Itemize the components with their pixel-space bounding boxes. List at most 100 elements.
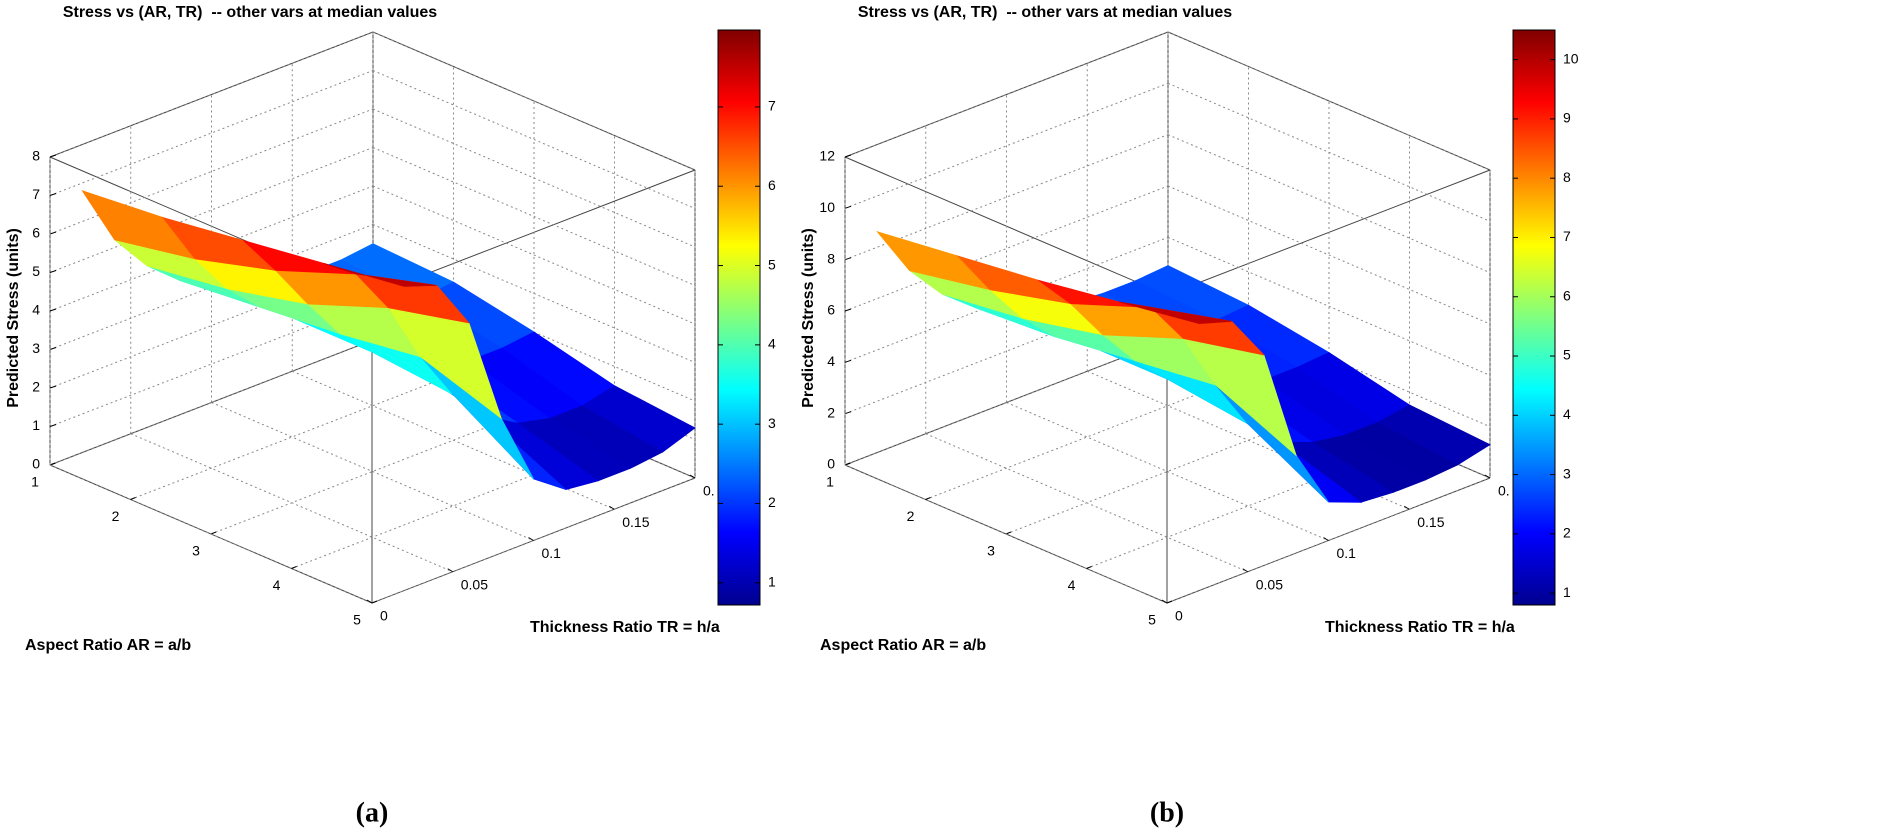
x-axis-label: Aspect Ratio AR = a/b <box>820 637 986 654</box>
z-tick-label: 0 <box>32 456 40 472</box>
y-tick-label: 0. <box>1498 483 1510 499</box>
x-tick-label: 1 <box>826 474 834 490</box>
x-tick-label: 4 <box>1068 577 1076 593</box>
z-tick-label: 10 <box>819 199 835 215</box>
z-tick <box>49 347 57 350</box>
x-tick-label: 3 <box>987 543 995 559</box>
z-tick <box>844 205 852 209</box>
z-tick-label: 12 <box>819 148 835 164</box>
y-tick-label: 0.15 <box>622 514 649 530</box>
z-tick <box>844 359 852 363</box>
x-tick-label: 4 <box>273 577 281 593</box>
grid-line <box>372 147 696 286</box>
chart-title: Stress vs (AR, TR) -- other vars at medi… <box>858 4 1232 21</box>
z-tick <box>844 154 852 158</box>
z-tick-label: 6 <box>827 302 835 318</box>
z-tick-label: 0 <box>827 456 835 472</box>
y-tick <box>528 537 534 541</box>
surface-patch <box>323 263 437 287</box>
x-tick-label: 3 <box>192 543 200 559</box>
z-axis-label: Predicted Stress (units) <box>800 228 817 408</box>
grid-line <box>372 31 696 171</box>
x-tick <box>291 566 297 569</box>
colorbar-tick-label: 9 <box>1563 110 1571 126</box>
colorbar-tick-label: 4 <box>1563 406 1571 422</box>
x-tick <box>1086 566 1092 569</box>
colorbar-tick-label: 7 <box>1563 228 1571 244</box>
grid-line <box>1006 402 1329 541</box>
x-tick <box>1005 531 1012 535</box>
z-tick <box>49 231 57 235</box>
y-tick-label: 0.05 <box>1256 576 1283 592</box>
y-tick-label: 0. <box>703 483 715 499</box>
z-axis-label: Predicted Stress (units) <box>5 228 22 408</box>
x-tick <box>130 497 136 500</box>
colorbar <box>1512 29 1556 606</box>
surface-patch <box>1118 301 1232 324</box>
chart-title: Stress vs (AR, TR) -- other vars at medi… <box>63 4 437 21</box>
y-tick <box>608 505 615 510</box>
z-tick <box>49 385 57 389</box>
grid-line <box>925 433 1248 573</box>
z-tick <box>49 308 57 312</box>
x-tick <box>210 531 217 535</box>
colorbar-tick-label: 3 <box>768 415 776 431</box>
x-tick <box>371 600 378 604</box>
z-tick <box>49 154 57 158</box>
y-axis-label: Thickness Ratio TR = h/a <box>1325 619 1515 636</box>
colorbar-tick-label: 10 <box>1563 50 1579 66</box>
colorbar-tick-label: 6 <box>768 177 776 193</box>
colorbar-tick-label: 7 <box>768 98 776 114</box>
z-tick-label: 4 <box>827 353 835 369</box>
y-tick <box>1242 568 1249 573</box>
box-edge <box>49 31 374 158</box>
y-tick <box>1484 474 1491 479</box>
colorbar-tick-label: 2 <box>768 494 776 510</box>
z-tick <box>49 193 57 196</box>
colorbar-tick-label: 1 <box>768 573 776 589</box>
x-tick-label: 5 <box>1148 612 1156 628</box>
colorbar-tick-label: 2 <box>1563 525 1571 541</box>
z-tick <box>844 308 852 312</box>
z-tick <box>49 424 57 427</box>
grid-line <box>844 464 1168 604</box>
grid-line <box>130 374 454 500</box>
y-tick-label: 0 <box>380 608 388 624</box>
grid-line <box>372 185 696 325</box>
z-tick-label: 4 <box>32 302 40 318</box>
colorbar-tick-label: 1 <box>1563 584 1571 600</box>
z-tick-label: 2 <box>32 379 40 395</box>
x-tick-label: 2 <box>112 508 120 524</box>
grid-line <box>49 464 373 604</box>
y-tick <box>689 474 696 479</box>
colorbar-tick-label: 5 <box>768 256 776 272</box>
y-tick-label: 0.1 <box>542 545 562 561</box>
y-tick-label: 0.1 <box>1337 545 1357 561</box>
grid-line <box>1167 31 1491 171</box>
x-tick-label: 5 <box>353 612 361 628</box>
x-tick-label: 1 <box>31 474 39 490</box>
x-axis-label: Aspect Ratio AR = a/b <box>25 637 191 654</box>
y-tick <box>366 599 373 604</box>
x-tick <box>1166 600 1173 604</box>
z-tick <box>844 411 852 415</box>
x-tick-label: 2 <box>907 508 915 524</box>
grid-line <box>130 433 453 573</box>
y-tick-label: 0 <box>1175 608 1183 624</box>
panel-label: (a) <box>356 797 389 828</box>
y-axis-label: Thickness Ratio TR = h/a <box>530 619 720 636</box>
grid-line <box>1167 236 1491 376</box>
z-tick-label: 2 <box>827 404 835 420</box>
y-tick <box>1161 599 1168 604</box>
z-tick <box>49 270 57 273</box>
y-tick <box>1403 505 1410 510</box>
y-tick <box>1323 537 1329 541</box>
colorbar-tick-label: 4 <box>768 336 776 352</box>
colorbar-tick-label: 5 <box>1563 347 1571 363</box>
x-tick <box>925 497 931 500</box>
x-tick <box>49 462 56 466</box>
panel-label: (b) <box>1150 797 1184 828</box>
y-tick-label: 0.15 <box>1417 514 1444 530</box>
